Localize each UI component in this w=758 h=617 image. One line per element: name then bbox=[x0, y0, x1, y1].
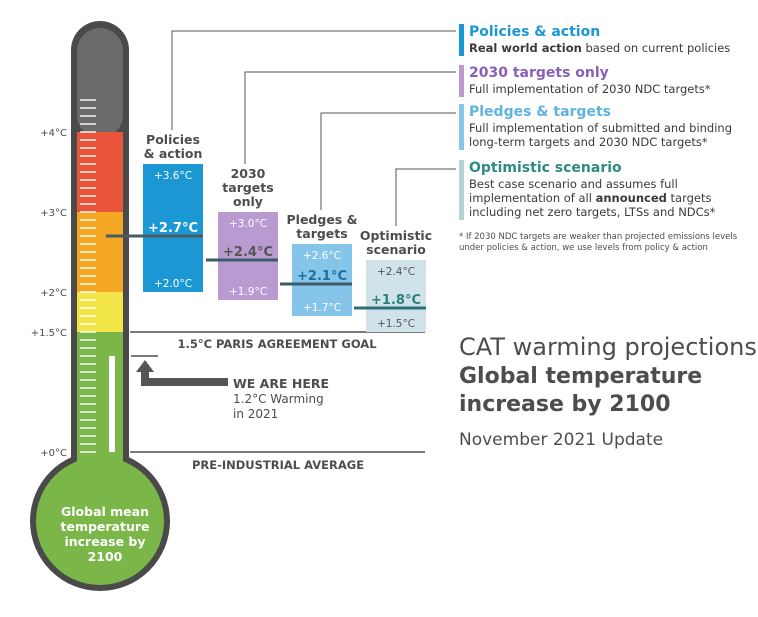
legend-swatch bbox=[459, 160, 464, 220]
legend-description: Full implementation of 2030 NDC targets* bbox=[469, 82, 711, 96]
scenario-low-label: +1.9°C bbox=[229, 286, 267, 298]
we-are-here-arrow bbox=[136, 360, 228, 386]
we-are-here-title: WE ARE HERE bbox=[233, 376, 330, 391]
thermometer-green-segment bbox=[77, 332, 123, 472]
scenario-bar-1 bbox=[143, 164, 203, 292]
scenario-name: only bbox=[233, 194, 263, 209]
scenario-name: targets bbox=[222, 180, 273, 195]
scenario-name: Optimistic bbox=[360, 228, 432, 243]
scenario-name: & action bbox=[144, 146, 203, 161]
legend-leader-line bbox=[244, 71, 456, 164]
scenario-bar-4 bbox=[366, 260, 426, 332]
legend-description: Real world action based on current polic… bbox=[469, 41, 731, 55]
chart-update: November 2021 Update bbox=[459, 430, 664, 450]
thermometer-label: Global mean temperature increase by 2100 bbox=[60, 504, 150, 564]
legend-title: 2030 targets only bbox=[469, 65, 609, 81]
legend-swatch bbox=[459, 65, 464, 97]
footnote: * If 2030 NDC targets are weaker than pr… bbox=[459, 232, 738, 253]
chart-title: CAT warming projections bbox=[459, 333, 757, 361]
scenario-high-label: +3.0°C bbox=[229, 218, 267, 230]
thermometer-tick-label: +1.5°C bbox=[31, 328, 67, 339]
thermometer-tick-label: +0°C bbox=[40, 448, 67, 459]
scenario-central-label: +2.4°C bbox=[223, 245, 273, 260]
scenario-name: scenario bbox=[366, 242, 426, 257]
thermometer-yellow-segment bbox=[77, 292, 123, 332]
scenario-name: Policies bbox=[146, 132, 200, 147]
legend-title: Policies & action bbox=[469, 24, 601, 40]
scenario-central-label: +2.1°C bbox=[297, 269, 347, 284]
scenario-central-label: +1.8°C bbox=[371, 293, 421, 308]
scenario-bar-2 bbox=[218, 212, 278, 300]
legend-title: Optimistic scenario bbox=[469, 160, 622, 176]
legend-leader-line bbox=[395, 168, 456, 226]
thermometer-tick-label: +3°C bbox=[40, 208, 67, 219]
thermometer-tick-label: +4°C bbox=[40, 128, 67, 139]
current-warming-indicator bbox=[109, 356, 115, 452]
scenario-name: Pledges & bbox=[287, 212, 358, 227]
chart-subtitle: Global temperature increase by 2100 bbox=[459, 364, 703, 417]
thermometer-top-segment bbox=[77, 28, 123, 138]
legend-description: Full implementation of submitted and bin… bbox=[469, 121, 733, 149]
scenario-high-label: +2.6°C bbox=[303, 250, 341, 262]
legend-swatch bbox=[459, 104, 464, 150]
legend-swatch bbox=[459, 24, 464, 56]
thermometer-bulb bbox=[36, 457, 164, 585]
legend-leader-line bbox=[171, 30, 456, 130]
scenario-low-label: +1.5°C bbox=[377, 318, 415, 330]
paris-goal-label: 1.5°C PARIS AGREEMENT GOAL bbox=[177, 337, 377, 351]
we-are-here-text: 1.2°C Warming in 2021 bbox=[233, 392, 324, 421]
pre-industrial-label: PRE-INDUSTRIAL AVERAGE bbox=[192, 458, 364, 472]
legend-leader-line bbox=[320, 112, 456, 210]
scenario-low-label: +2.0°C bbox=[154, 278, 192, 290]
legend-description: Best case scenario and assumes full impl… bbox=[469, 177, 716, 219]
scenario-name: targets bbox=[296, 226, 347, 241]
scenario-bar-3 bbox=[292, 244, 352, 316]
scenario-central-label: +2.7°C bbox=[148, 221, 198, 236]
scenario-high-label: +3.6°C bbox=[154, 170, 192, 182]
scenario-name: 2030 bbox=[231, 166, 266, 181]
scenario-high-label: +2.4°C bbox=[377, 266, 415, 278]
legend-title: Pledges & targets bbox=[469, 104, 611, 120]
thermometer-tick-label: +2°C bbox=[40, 288, 67, 299]
scenario-low-label: +1.7°C bbox=[303, 302, 341, 314]
